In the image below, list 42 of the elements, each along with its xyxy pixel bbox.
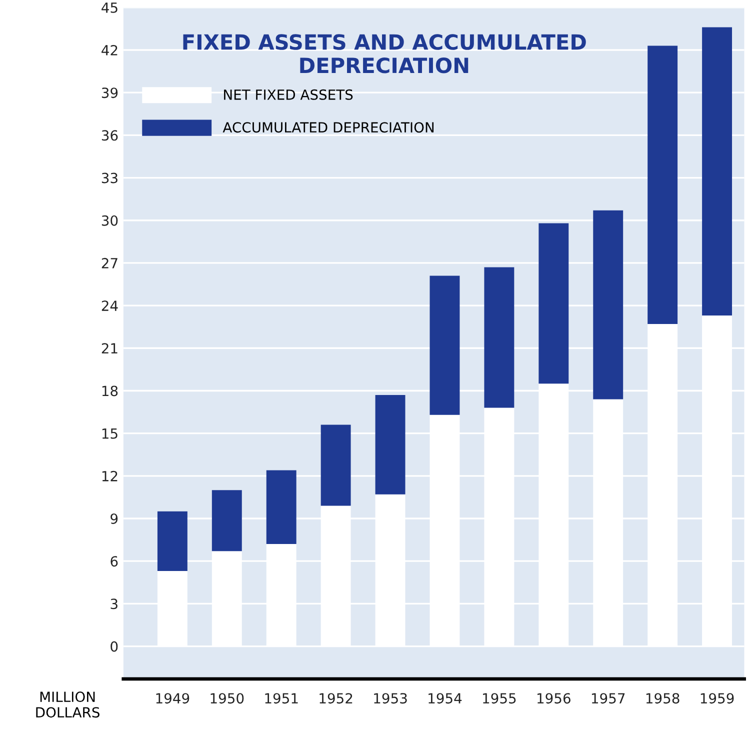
bar	[212, 490, 242, 552]
x-tick-label: 1954	[428, 693, 462, 704]
y-tick-label: 42	[102, 44, 118, 56]
text: FIXED ASSETS AND ACCUMULATED DEPRECIATION	[183, 34, 586, 74]
y-tick-label: 6	[110, 556, 118, 567]
y-tick-label: 36	[102, 130, 118, 141]
y-tick-label: 24	[102, 300, 118, 311]
bar	[648, 46, 678, 324]
y-axis-title: MILLION DOLLARS	[36, 692, 100, 718]
legend-label: NET FIXED ASSETS	[224, 89, 353, 100]
y-tick-label: 9	[110, 513, 118, 524]
bar	[484, 267, 514, 408]
bar	[430, 276, 460, 415]
bar	[593, 210, 624, 400]
x-tick-label: 1949	[156, 693, 190, 704]
bar	[538, 223, 569, 384]
bar	[320, 424, 351, 506]
x-tick-label: 1955	[483, 693, 516, 704]
x-tick-label: 1956	[538, 693, 570, 704]
x-tick-label: 1957	[592, 693, 625, 704]
y-tick-label: 18	[102, 386, 118, 396]
legend-label: ACCUMULATED DEPRECIATION	[222, 122, 434, 133]
x-tick-label: 1951	[265, 693, 298, 704]
y-tick-label: 30	[102, 215, 118, 226]
x-tick-label: 1958	[646, 693, 680, 704]
y-tick-label: 3	[110, 598, 118, 610]
bar	[157, 511, 188, 572]
y-tick-label: 12	[102, 470, 118, 482]
x-tick-label: 1952	[320, 693, 352, 704]
x-tick-label: 1953	[374, 693, 407, 704]
y-tick-label: 0	[110, 641, 118, 652]
y-tick-label: 15	[102, 428, 118, 439]
y-tick-label: 33	[102, 172, 118, 184]
x-tick-label: 1950	[210, 693, 244, 704]
bar	[375, 394, 406, 494]
y-tick-label: 27	[102, 258, 118, 268]
x-tick-label: 1959	[700, 693, 734, 704]
y-tick-label: 39	[102, 88, 118, 98]
bar	[702, 27, 732, 316]
y-tick-label: 21	[102, 343, 118, 354]
bar	[266, 470, 296, 544]
y-tick-label: 45	[102, 2, 118, 13]
